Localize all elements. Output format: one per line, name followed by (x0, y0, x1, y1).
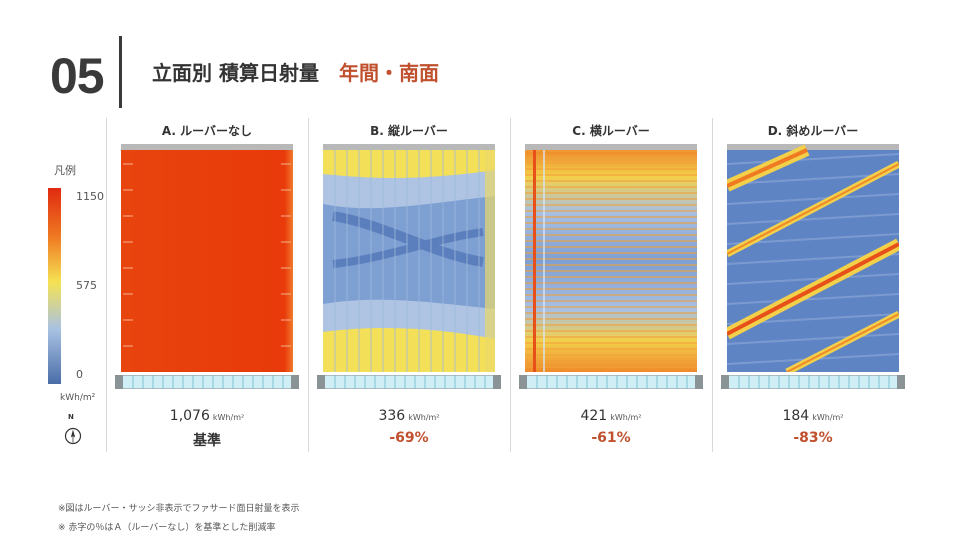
panel-vertical-louver: B. 縦ルーバー 336 kWh/m² -69% (309, 118, 509, 458)
footnote: ※図はルーバー・サッシ非表示でファサード面日射量を表示 (58, 504, 300, 514)
title-divider (119, 36, 122, 108)
title-main: 立面別 積算日射量 (152, 61, 319, 85)
ground-floor-glazing (316, 374, 502, 390)
reduction-rate: -69% (389, 430, 429, 446)
legend-unit: kWh/m² (60, 393, 96, 403)
facade-radiation-map (727, 144, 899, 372)
panel-label: A. ルーバーなし (161, 124, 253, 138)
ground-floor-glazing (518, 374, 704, 390)
north-compass-icon (64, 427, 82, 445)
facade-radiation-map (121, 144, 293, 372)
legend-mid-value: 575 (76, 279, 97, 292)
facade-radiation-map (323, 144, 495, 372)
panel-no-louver: A. ルーバーなし (107, 118, 307, 458)
ground-floor-glazing (720, 374, 906, 390)
legend-title: 凡例 (54, 164, 76, 177)
panel-label: C. 横ルーバー (572, 124, 650, 138)
reduction-rate: 基準 (193, 433, 221, 449)
panel-divider (712, 118, 713, 452)
radiation-value: 421 kWh/m² (580, 408, 642, 424)
radiation-value: 1,076 kWh/m² (169, 408, 245, 424)
radiation-value: 336 kWh/m² (378, 408, 440, 424)
panel-divider (106, 118, 107, 452)
footnote: ※ 赤字の％はＡ（ルーバーなし）を基準とした削減率 (58, 523, 276, 533)
facade-radiation-map (525, 144, 697, 372)
legend-max-value: 1150 (76, 190, 104, 203)
slide-number: 05 (50, 48, 105, 104)
panel-divider (308, 118, 309, 452)
panel-diagonal-louver: D. 斜めルーバー 184 kWh/m² -83% (713, 118, 913, 458)
title-subtitle: 年間・南面 (338, 61, 439, 85)
legend-min-value: 0 (76, 368, 83, 381)
panel-horizontal-louver: C. 横ルーバー (511, 118, 711, 458)
panel-label: D. 斜めルーバー (767, 124, 859, 138)
page-title: 立面別 積算日射量 年間・南面 (152, 60, 439, 86)
panel-label: B. 縦ルーバー (370, 124, 448, 138)
radiation-value: 184 kWh/m² (782, 408, 844, 424)
legend-color-scale (48, 188, 61, 384)
reduction-rate: -61% (591, 430, 631, 446)
compass-label: N (68, 413, 74, 421)
ground-floor-glazing (114, 374, 300, 390)
reduction-rate: -83% (793, 430, 833, 446)
panel-divider (510, 118, 511, 452)
